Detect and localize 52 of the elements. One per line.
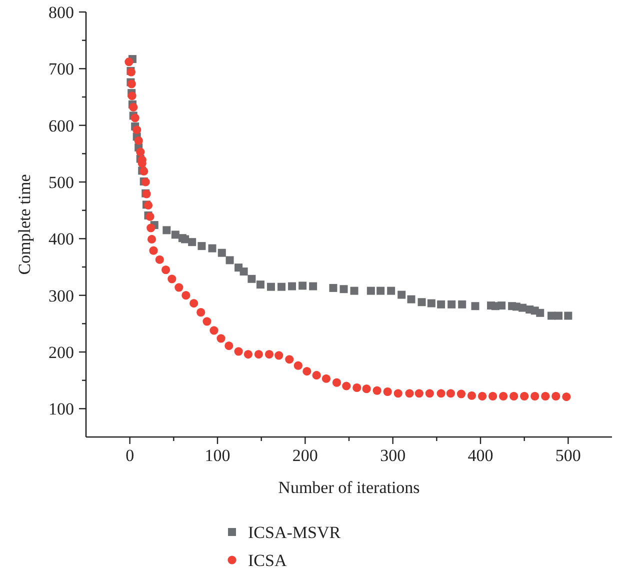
point: [188, 238, 196, 246]
point: [366, 286, 375, 295]
x-tick-label: 300: [380, 446, 406, 465]
y-tick-label: 700: [48, 60, 74, 79]
x-tick-label: 400: [468, 446, 494, 465]
point: [329, 284, 338, 292]
point: [266, 282, 275, 291]
y-tick-label: 600: [48, 116, 74, 136]
point: [564, 312, 572, 320]
point: [554, 312, 563, 320]
point: [181, 235, 190, 244]
point: [427, 299, 436, 308]
legend-label: ICSA-MSVR: [248, 522, 342, 542]
legend-label: ICSA: [248, 550, 288, 570]
point: [448, 300, 456, 308]
x-tick-label: 100: [204, 446, 230, 465]
point: [248, 274, 256, 283]
point: [407, 295, 416, 304]
point: [226, 256, 234, 264]
point: [288, 282, 296, 290]
point: [350, 286, 358, 295]
x-tick-label: 0: [126, 446, 134, 465]
y-tick-label: 300: [48, 286, 74, 306]
point: [277, 282, 286, 291]
point: [298, 282, 307, 290]
point: [398, 290, 406, 299]
y-tick-label: 500: [48, 172, 74, 192]
point: [437, 300, 446, 308]
point: [171, 230, 180, 239]
point: [471, 302, 480, 310]
point: [340, 285, 348, 294]
point: [256, 280, 264, 289]
point: [376, 286, 385, 295]
point: [458, 300, 466, 308]
point: [387, 286, 396, 295]
y-axis-title: Complete time: [15, 174, 34, 275]
point: [418, 298, 426, 306]
y-tick-label: 800: [48, 2, 74, 22]
y-tick-label: 100: [48, 400, 74, 419]
point: [218, 248, 226, 257]
point: [309, 282, 318, 290]
point: [240, 268, 248, 276]
point: [536, 308, 544, 317]
x-tick-label: 200: [292, 446, 318, 465]
y-tick-label: 400: [48, 230, 74, 249]
x-axis-title: Number of iterations: [278, 478, 420, 497]
point: [198, 242, 206, 250]
point: [498, 302, 506, 310]
point: [162, 226, 171, 234]
point: [208, 244, 216, 252]
x-tick-label: 500: [555, 446, 581, 465]
y-tick-label: 200: [48, 342, 74, 362]
